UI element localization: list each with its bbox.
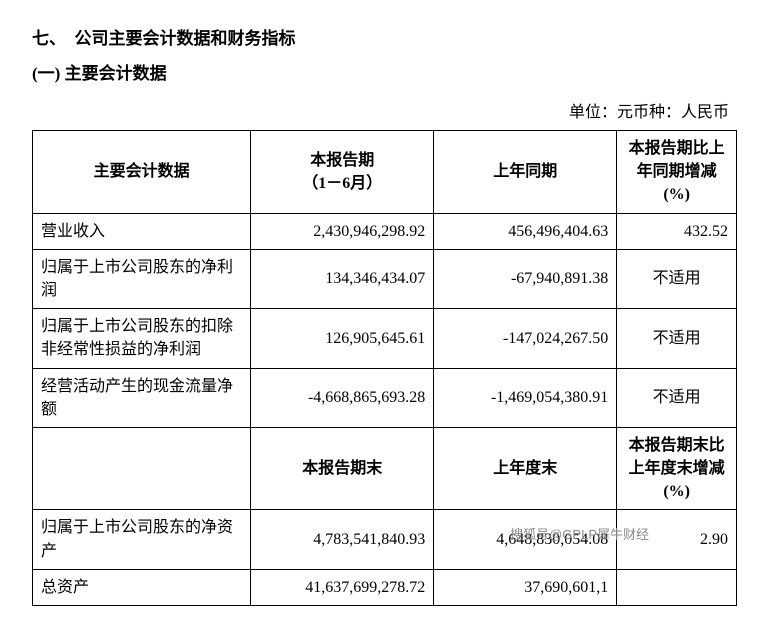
row-label: 归属于上市公司股东的净利润 <box>33 249 251 308</box>
row-current: 4,783,541,840.93 <box>251 510 434 569</box>
col-header-current-end: 本报告期末 <box>251 427 434 510</box>
watermark-text: 搜狐号@GPLP犀牛财经 <box>510 524 649 543</box>
col-header-current-line2: （1－6月） <box>259 172 425 195</box>
row-label: 总资产 <box>33 569 251 605</box>
row-current: 126,905,645.61 <box>251 309 434 368</box>
col-header-prior: 上年同期 <box>434 131 617 214</box>
table-row: 经营活动产生的现金流量净额 -4,668,865,693.28 -1,469,0… <box>33 368 737 427</box>
table-row: 总资产 41,637,699,278.72 37,690,601,1 <box>33 569 737 605</box>
row-change: 不适用 <box>617 368 737 427</box>
row-current: 134,346,434.07 <box>251 249 434 308</box>
row-prior: -67,940,891.38 <box>434 249 617 308</box>
row-label: 经营活动产生的现金流量净额 <box>33 368 251 427</box>
section-heading: 七、 公司主要会计数据和财务指标 <box>32 24 737 49</box>
row-label: 归属于上市公司股东的净资产 <box>33 510 251 569</box>
col-header-current-line1: 本报告期 <box>259 149 425 172</box>
row-prior: 456,496,404.63 <box>434 213 617 249</box>
table-header-row: 主要会计数据 本报告期 （1－6月） 上年同期 本报告期比上年同期增减(%) <box>33 131 737 214</box>
row-prior: 37,690,601,1 <box>434 569 617 605</box>
table-row: 归属于上市公司股东的净利润 134,346,434.07 -67,940,891… <box>33 249 737 308</box>
col-header-change: 本报告期比上年同期增减(%) <box>617 131 737 214</box>
row-change: 432.52 <box>617 213 737 249</box>
row-change: 不适用 <box>617 249 737 308</box>
table-row: 归属于上市公司股东的扣除非经常性损益的净利润 126,905,645.61 -1… <box>33 309 737 368</box>
row-current: -4,668,865,693.28 <box>251 368 434 427</box>
col-header-blank <box>33 427 251 510</box>
col-header-prior-end: 上年度末 <box>434 427 617 510</box>
row-change <box>617 569 737 605</box>
section-subheading: (一) 主要会计数据 <box>32 59 737 84</box>
table-subheader-row: 本报告期末 上年度末 本报告期末比上年度末增减(%) <box>33 427 737 510</box>
col-header-metric: 主要会计数据 <box>33 131 251 214</box>
row-current: 2,430,946,298.92 <box>251 213 434 249</box>
row-label: 营业收入 <box>33 213 251 249</box>
row-label: 归属于上市公司股东的扣除非经常性损益的净利润 <box>33 309 251 368</box>
col-header-change-end: 本报告期末比上年度末增减(%) <box>617 427 737 510</box>
row-change: 不适用 <box>617 309 737 368</box>
table-row: 营业收入 2,430,946,298.92 456,496,404.63 432… <box>33 213 737 249</box>
col-header-current: 本报告期 （1－6月） <box>251 131 434 214</box>
unit-label: 单位：元币种：人民币 <box>32 98 737 122</box>
row-prior: -1,469,054,380.91 <box>434 368 617 427</box>
row-current: 41,637,699,278.72 <box>251 569 434 605</box>
row-prior: -147,024,267.50 <box>434 309 617 368</box>
